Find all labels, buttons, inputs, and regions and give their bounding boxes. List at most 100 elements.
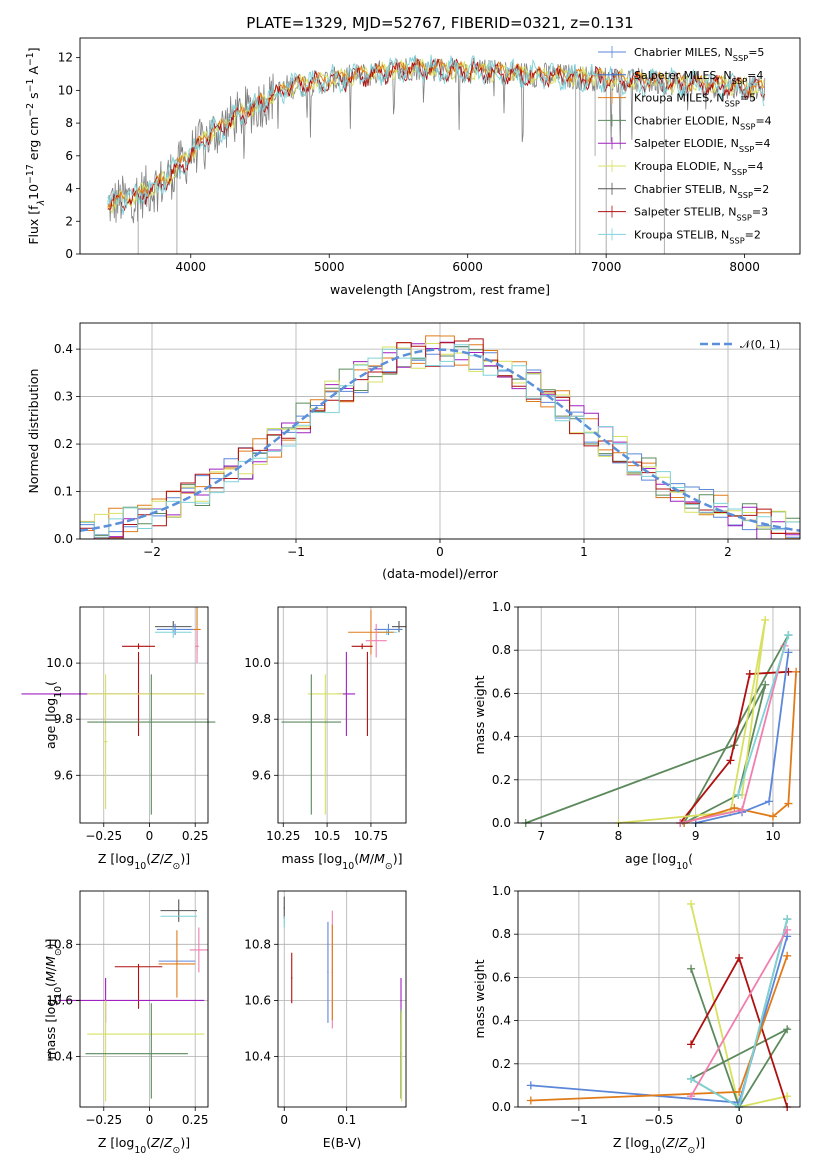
weight-marker bbox=[765, 797, 774, 806]
y-axis-label: age [log10( bbox=[43, 681, 64, 749]
histogram-salpeter_stelib bbox=[80, 338, 800, 539]
weight-line-kroupa_elodie bbox=[618, 619, 767, 824]
axes-age-vs-mass: 10.25 10.5 10.75 9.6 9.8 10.0 mass [log10(M/M⊙… bbox=[244, 606, 407, 872]
y-tick-label: 0 bbox=[65, 247, 73, 261]
y-tick-label: 0.2 bbox=[54, 437, 73, 451]
weight-marker bbox=[526, 1096, 535, 1105]
x-tick-label: 10.25 bbox=[266, 829, 300, 843]
figure-title: PLATE=1329, MJD=52767, FIBERID=0321, z=0… bbox=[246, 14, 633, 32]
y-tick-label: 4 bbox=[65, 182, 73, 196]
spectrum-model-kroupa_stelib bbox=[107, 54, 765, 215]
weight-marker bbox=[761, 680, 770, 689]
weight-marker bbox=[792, 667, 801, 676]
plot-area-weight-vs-Z bbox=[526, 899, 792, 1111]
x-tick-label: 0.25 bbox=[182, 1113, 209, 1127]
axes-weight-vs-Z: −1 −0.5 0 0.0 0.2 0.4 0.6 0.8 1.0 Z [log10(Z/Z⊙)]… bbox=[472, 884, 801, 1156]
y-tick-label: 9.8 bbox=[252, 712, 271, 726]
y-axis-label: Flux [fλ10−17 erg cm−2 s−1 A−1] bbox=[25, 47, 47, 244]
legend-entry-label: Salpeter STELIB, NSSP=3 bbox=[634, 206, 768, 223]
histogram-kroupa_miles bbox=[80, 335, 800, 539]
x-tick-label: 10 bbox=[765, 829, 780, 843]
y-axis-label: Normed distribution bbox=[26, 369, 41, 494]
axes-frame bbox=[277, 890, 407, 1108]
y-tick-label: 10.4 bbox=[46, 1050, 73, 1064]
x-tick-label: 5000 bbox=[314, 260, 345, 274]
x-axis-label: Z [log10(Z/Z⊙)] bbox=[98, 1135, 190, 1156]
plot-area-spectrum bbox=[107, 54, 766, 254]
y-tick-label: 0.2 bbox=[492, 773, 511, 787]
x-tick-label: −1 bbox=[287, 545, 305, 559]
x-tick-label: 10.5 bbox=[314, 829, 341, 843]
y-tick-label: 10.6 bbox=[46, 993, 73, 1007]
legend-entry-label: Chabrier ELODIE, NSSP=4 bbox=[634, 114, 772, 131]
weight-marker bbox=[784, 631, 793, 640]
x-tick-label: 10.75 bbox=[354, 829, 388, 843]
x-tick-label: 0 bbox=[146, 1113, 154, 1127]
y-axis-label: mass weight bbox=[472, 959, 487, 1038]
weight-marker bbox=[687, 1074, 696, 1083]
y-tick-label: 1.0 bbox=[492, 884, 511, 898]
y-tick-label: 10 bbox=[58, 83, 73, 97]
y-tick-label: 0.2 bbox=[492, 1057, 511, 1071]
weight-line-chabrier_elodie bbox=[525, 634, 790, 826]
x-tick-label: 0 bbox=[280, 1113, 288, 1127]
x-axis-label: Z [log10(Z/Z⊙)] bbox=[98, 851, 190, 872]
y-tick-label: 2 bbox=[65, 214, 73, 228]
weight-marker bbox=[783, 951, 792, 960]
weight-marker bbox=[761, 615, 770, 624]
x-tick-label: 9 bbox=[692, 829, 700, 843]
y-tick-label: 10.0 bbox=[46, 656, 73, 670]
x-tick-label: −0.25 bbox=[85, 829, 122, 843]
x-tick-label: −0.25 bbox=[85, 1113, 122, 1127]
weight-marker bbox=[526, 1081, 535, 1090]
x-tick-label: 7 bbox=[537, 829, 545, 843]
weight-marker bbox=[735, 1087, 744, 1096]
legend-entry-label: Chabrier STELIB, NSSP=2 bbox=[634, 183, 769, 200]
x-tick-label: 1 bbox=[580, 545, 588, 559]
x-tick-label: 0 bbox=[735, 1113, 743, 1127]
y-tick-label: 10.0 bbox=[244, 656, 271, 670]
y-tick-label: 0.6 bbox=[492, 970, 511, 984]
y-tick-label: 8 bbox=[65, 116, 73, 130]
y-tick-label: 0.8 bbox=[492, 927, 511, 941]
weight-line-pink bbox=[690, 929, 788, 1097]
x-axis-label: wavelength [Angstrom, rest frame] bbox=[330, 282, 550, 297]
axes-spectrum: 4000 5000 6000 7000 8000 0 2 4 6 8 10 12 wavelength … bbox=[25, 37, 801, 297]
axes-mass-vs-ebv: 0 0.1 10.4 10.6 10.8 E(B-V) bbox=[244, 890, 407, 1150]
legend-entry-label: Kroupa STELIB, NSSP=2 bbox=[634, 228, 761, 245]
weight-marker bbox=[768, 812, 777, 821]
axes-frame bbox=[517, 606, 801, 824]
weight-marker bbox=[734, 790, 743, 799]
y-tick-label: 0.3 bbox=[54, 390, 73, 404]
x-tick-label: −1 bbox=[570, 1113, 588, 1127]
legend-gaussian-label: 𝒩(0, 1) bbox=[740, 338, 780, 351]
x-tick-label: 4000 bbox=[175, 260, 206, 274]
axes-frame bbox=[517, 890, 801, 1108]
weight-line-kroupa_miles bbox=[683, 671, 797, 824]
weight-marker bbox=[745, 669, 754, 678]
axes-frame bbox=[277, 606, 407, 824]
gaussian-curve bbox=[80, 348, 800, 532]
weight-marker bbox=[784, 799, 793, 808]
y-tick-label: 0.4 bbox=[492, 730, 511, 744]
x-tick-label: 6000 bbox=[452, 260, 483, 274]
plot-area-weight-vs-age bbox=[521, 615, 801, 827]
weight-marker bbox=[783, 1025, 792, 1034]
x-tick-label: 0.25 bbox=[182, 829, 209, 843]
y-tick-label: 12 bbox=[58, 51, 73, 65]
plot-area-mass-vs-Z bbox=[58, 899, 208, 1102]
legend-entry-label: Kroupa MILES, NSSP=5 bbox=[634, 92, 756, 109]
x-axis-label: mass [log10(M/M⊙)] bbox=[281, 851, 402, 872]
y-axis-label: mass [log10(M/M⊙)] bbox=[43, 938, 64, 1059]
legend-entry-label: Salpeter ELODIE, NSSP=4 bbox=[634, 137, 771, 154]
y-tick-label: 9.6 bbox=[54, 768, 73, 782]
x-axis-label: Z [log10(Z/Z⊙)] bbox=[613, 1135, 705, 1156]
axes-mass-vs-Z: −0.25 0 0.25 10.4 10.6 10.8 Z [log10(Z/Z⊙)] mas… bbox=[43, 890, 209, 1156]
y-tick-label: 0.4 bbox=[54, 342, 73, 356]
y-tick-label: 0.0 bbox=[54, 532, 73, 546]
weight-marker bbox=[735, 953, 744, 962]
plot-area-age-vs-mass bbox=[281, 609, 406, 815]
weight-marker bbox=[783, 925, 792, 934]
legend-entry-label: Salpeter MILES, NSSP=4 bbox=[634, 69, 763, 86]
y-tick-label: 10.8 bbox=[244, 937, 271, 951]
